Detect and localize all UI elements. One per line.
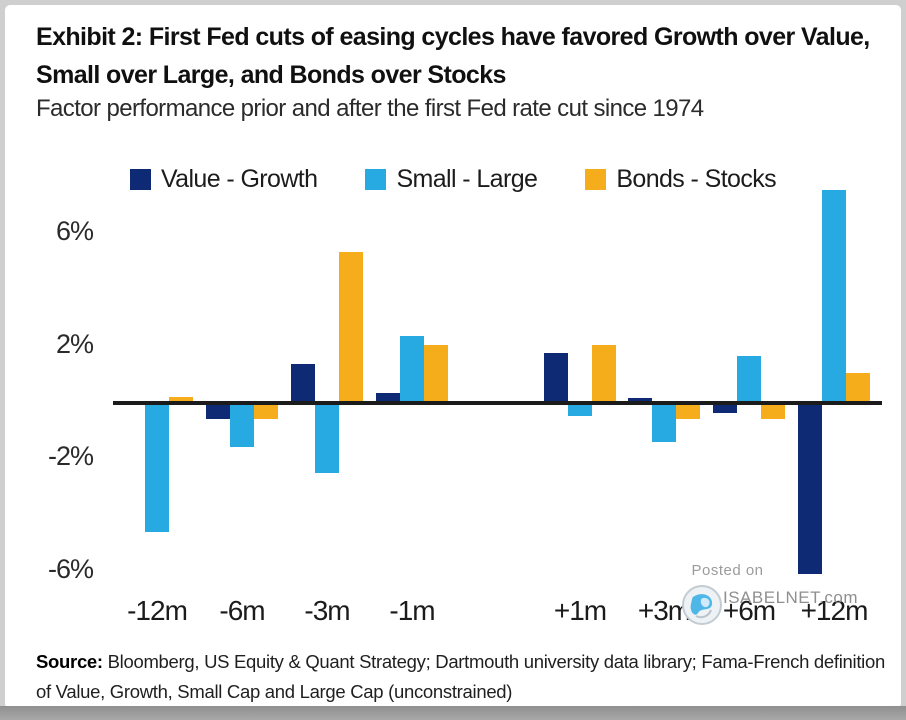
chart-page: Exhibit 2: First Fed cuts of easing cycl… (5, 5, 901, 706)
source-text: Bloomberg, US Equity & Quant Strategy; D… (36, 651, 885, 702)
bar-small-large-1m (400, 336, 424, 401)
chart-title: Exhibit 2: First Fed cuts of easing cycl… (36, 23, 870, 89)
bar-value-growth-6m (206, 405, 230, 420)
bar-bonds-stocks-12m (169, 396, 193, 401)
x-axis-label-6m: +6m (722, 595, 776, 626)
bar-small-large-12m (145, 405, 169, 532)
bar-small-large-12m (822, 189, 846, 401)
bar-value-growth-3m (291, 364, 315, 401)
x-axis-label-12m: -12m (127, 595, 188, 626)
y-axis-tick-2: -2% (47, 441, 94, 472)
legend-swatch-bonds-stocks (585, 169, 607, 190)
legend-item-small-large: Small - Large (365, 165, 538, 194)
bar-bonds-stocks-6m (761, 405, 785, 420)
chart-legend: Value - Growth Small - Large Bonds - Sto… (5, 165, 901, 194)
y-axis-tick-2: 2% (55, 328, 94, 359)
legend-swatch-small-large (365, 169, 387, 190)
bar-value-growth-6m (713, 405, 737, 414)
watermark-posted-on: Posted on (691, 562, 764, 579)
source-label: Source: (36, 651, 103, 672)
legend-label-value-growth: Value - Growth (160, 165, 318, 193)
bottom-window-bar (0, 706, 906, 720)
source-note: Source: Bloomberg, US Equity & Quant Str… (36, 647, 894, 706)
legend-item-value-growth: Value - Growth (129, 165, 318, 194)
x-axis-label-1m: +1m (553, 595, 607, 626)
bar-value-growth-1m (544, 353, 568, 401)
bar-small-large-6m (737, 355, 761, 401)
legend-label-bonds-stocks: Bonds - Stocks (616, 165, 777, 193)
bar-value-growth-12m (798, 405, 822, 575)
legend-swatch-value-growth (129, 169, 151, 190)
bar-value-growth-3m (628, 398, 652, 401)
legend-item-bonds-stocks: Bonds - Stocks (585, 165, 777, 194)
isabelnet-globe-icon (682, 585, 722, 625)
x-axis-label-3m: -3m (304, 595, 350, 626)
x-axis-zero-line (113, 401, 882, 405)
bar-small-large-3m (315, 405, 339, 473)
x-axis-label-12m: +12m (800, 595, 869, 626)
x-axis-label-6m: -6m (219, 595, 265, 626)
bar-bonds-stocks-3m (339, 251, 363, 401)
bar-small-large-1m (568, 405, 592, 417)
chart-subtitle: Factor performance prior and after the f… (36, 95, 704, 122)
bar-small-large-3m (652, 405, 676, 442)
bar-chart-plot-area: 6% 2% -2% -6% -12m -6m -3m -1m +1m +3m +6m +12m (5, 5, 901, 706)
bar-bonds-stocks-1m (592, 344, 616, 401)
y-axis-tick-6: 6% (55, 215, 94, 246)
bar-small-large-6m (230, 405, 254, 448)
x-axis-label-1m: -1m (389, 595, 435, 626)
bar-value-growth-1m (376, 392, 400, 401)
watermark-isabelnet: ISABELNET.com (723, 588, 858, 607)
y-axis-tick-6: -6% (47, 554, 94, 585)
x-axis-label-3m: +3m (637, 595, 691, 626)
bar-bonds-stocks-1m (424, 344, 448, 401)
legend-label-small-large: Small - Large (396, 165, 538, 193)
bar-bonds-stocks-12m (846, 372, 870, 401)
bar-bonds-stocks-3m (676, 405, 700, 420)
bar-bonds-stocks-6m (254, 405, 278, 420)
